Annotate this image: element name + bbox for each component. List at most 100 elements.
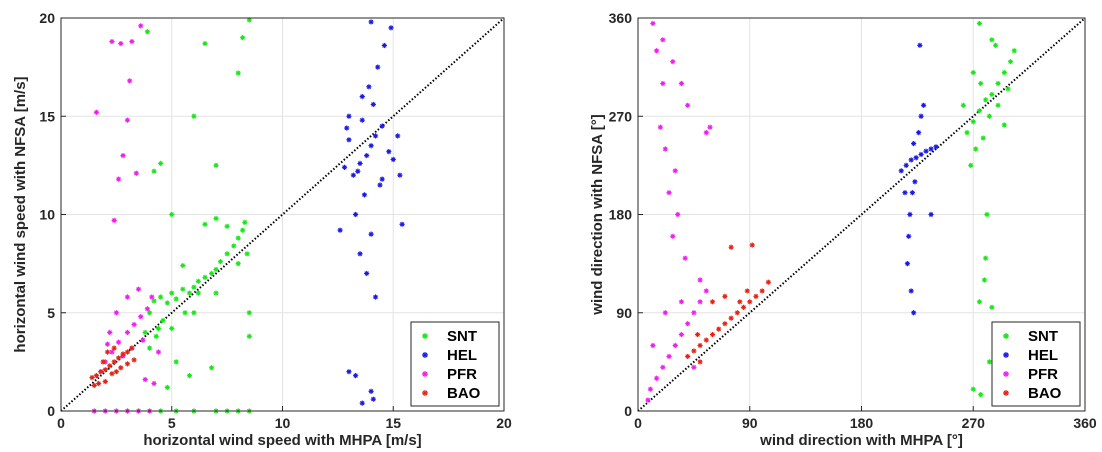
data-point — [131, 321, 137, 328]
data-point — [697, 342, 703, 349]
data-point — [129, 38, 135, 45]
data-point — [381, 42, 387, 49]
data-point — [916, 130, 922, 136]
data-point — [691, 310, 697, 316]
axes-frame — [60, 17, 505, 412]
data-point — [960, 102, 966, 108]
data-point — [911, 140, 917, 147]
data-point — [124, 361, 131, 367]
data-point — [740, 304, 747, 310]
x-tick-label: 180 — [850, 415, 874, 431]
data-point — [213, 215, 219, 222]
x-tick-label: 20 — [496, 415, 512, 431]
data-point — [697, 299, 703, 305]
data-point — [124, 294, 131, 300]
data-point — [158, 294, 164, 300]
data-point — [660, 37, 666, 43]
series-hel — [337, 19, 405, 406]
series-hel — [898, 42, 939, 316]
data-point — [654, 375, 660, 381]
data-point — [91, 382, 97, 389]
data-point — [140, 337, 146, 343]
one-to-one-line — [637, 17, 1086, 412]
data-point — [737, 299, 743, 305]
data-point — [660, 80, 666, 87]
x-tick-label: 5 — [168, 415, 176, 431]
data-point — [355, 168, 361, 174]
legend-label: SNT — [1028, 328, 1058, 345]
data-point — [645, 397, 651, 403]
data-point — [213, 290, 219, 296]
data-point — [359, 117, 365, 123]
data-point — [129, 345, 135, 351]
data-point — [970, 386, 976, 392]
data-point — [246, 333, 252, 339]
data-point — [703, 130, 709, 136]
data-point — [352, 211, 359, 218]
data-point — [242, 219, 248, 225]
data-point — [703, 337, 709, 343]
data-point — [153, 333, 159, 339]
legend: SNT HEL PFR BAO — [991, 321, 1081, 407]
data-point — [983, 255, 989, 261]
data-point — [695, 331, 701, 338]
data-point — [144, 29, 150, 35]
data-point — [976, 299, 983, 305]
data-point — [976, 20, 983, 27]
x-axis-label: horizontal wind speed with MHPA [m/s] — [143, 432, 421, 449]
data-point — [147, 345, 153, 351]
data-point — [109, 349, 115, 355]
data-point — [913, 155, 919, 161]
data-point — [691, 348, 697, 354]
data-point — [195, 290, 201, 296]
data-point — [93, 373, 100, 379]
data-point — [361, 192, 368, 198]
data-point — [102, 367, 108, 373]
data-point — [907, 211, 913, 218]
data-point — [670, 59, 676, 65]
y-axis-label: wind direction with NFSA [°] — [589, 114, 606, 315]
data-point — [976, 108, 983, 114]
data-point — [246, 17, 252, 23]
data-point — [370, 101, 376, 108]
data-point — [747, 299, 753, 305]
data-point — [749, 242, 755, 248]
data-point — [147, 310, 153, 316]
data-point — [346, 137, 352, 143]
data-point — [368, 19, 374, 25]
data-point — [670, 233, 676, 239]
data-point — [346, 113, 352, 119]
data-point — [244, 251, 250, 257]
x-tick-label: 0 — [634, 415, 642, 431]
data-point — [685, 102, 691, 108]
data-point — [111, 345, 117, 351]
y-tick-label: 90 — [616, 305, 632, 321]
data-point — [744, 288, 750, 294]
data-point — [989, 37, 995, 43]
data-point — [357, 251, 363, 257]
data-point — [678, 331, 685, 338]
data-point — [346, 369, 352, 375]
data-point — [399, 221, 405, 227]
data-point — [120, 351, 126, 357]
data-point — [364, 152, 370, 159]
axes-frame — [637, 17, 1086, 412]
data-point — [109, 371, 115, 377]
data-point — [124, 117, 131, 123]
data-point — [909, 190, 916, 196]
data-point — [202, 221, 208, 227]
data-point — [169, 325, 175, 332]
data-point — [734, 310, 740, 316]
data-point — [898, 168, 904, 174]
data-point — [685, 321, 691, 327]
data-point — [240, 35, 246, 41]
data-point — [933, 144, 939, 150]
x-tick-label: 360 — [1073, 415, 1097, 431]
data-point — [160, 318, 166, 324]
y-axis-label: horizontal wind speed with NFSA [m/s] — [12, 76, 29, 352]
data-point — [1001, 122, 1007, 128]
y-tick-label: 0 — [624, 403, 632, 419]
data-point — [759, 288, 765, 294]
data-point — [155, 325, 162, 332]
data-point — [908, 157, 914, 163]
